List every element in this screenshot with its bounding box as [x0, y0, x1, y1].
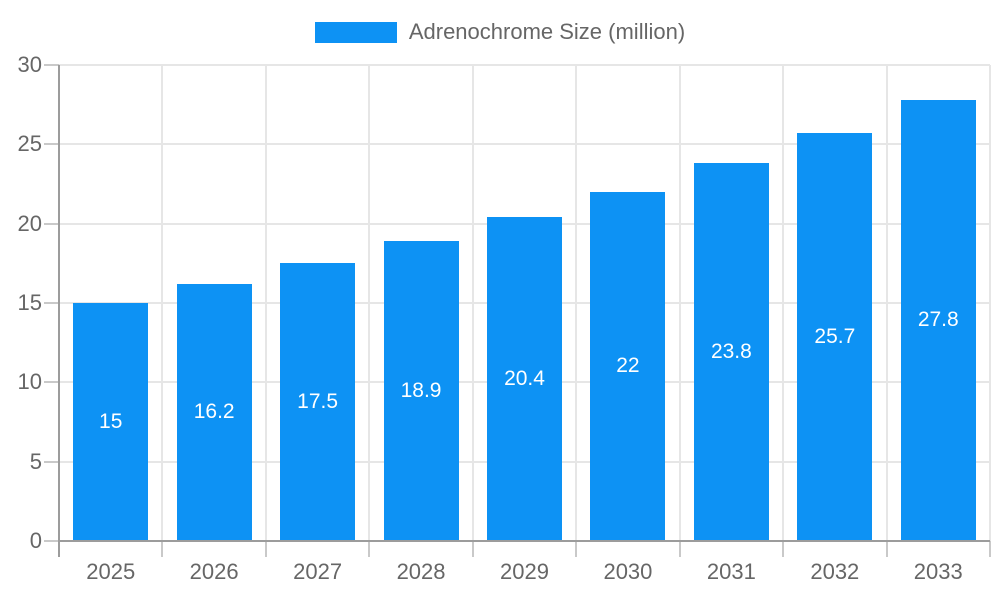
v-gridline [471, 65, 474, 541]
x-axis-tick [264, 541, 267, 557]
x-axis-label: 2028 [396, 559, 446, 584]
x-axis-tick [782, 541, 785, 557]
x-axis-label: 2026 [189, 559, 239, 584]
y-axis-label: 15 [17, 290, 42, 315]
h-gridline [59, 64, 990, 66]
v-gridline [782, 65, 785, 541]
x-axis-label: 2027 [293, 559, 343, 584]
x-axis-label: 2031 [706, 559, 756, 584]
y-axis-tick [44, 460, 59, 463]
x-axis-tick [575, 541, 578, 557]
bar-2027[interactable] [280, 263, 356, 540]
x-axis-label: 2025 [86, 559, 136, 584]
x-axis-tick [885, 541, 888, 557]
x-axis-label: 2030 [603, 559, 653, 584]
bar-2030[interactable] [590, 191, 666, 540]
legend-label: Adrenochrome Size (million) [408, 19, 686, 44]
v-gridline [678, 65, 681, 541]
y-axis-label: 20 [17, 210, 42, 236]
y-axis-label: 25 [17, 131, 42, 157]
v-gridline [368, 65, 371, 541]
y-axis-label: 0 [29, 528, 42, 553]
bar-2026[interactable] [176, 283, 252, 540]
x-axis-tick [368, 541, 371, 557]
y-axis-label: 5 [29, 448, 42, 474]
bar-2025[interactable] [73, 303, 149, 540]
y-axis-label: 10 [17, 369, 42, 395]
x-axis-label: 2033 [913, 559, 963, 584]
y-axis-tick [44, 540, 59, 542]
x-axis-tick [678, 541, 681, 557]
bar-2031[interactable] [693, 163, 769, 540]
h-gridline [59, 143, 990, 146]
bar-2029[interactable] [487, 217, 562, 540]
legend-swatch [314, 21, 397, 43]
y-axis-label: 30 [17, 52, 42, 77]
bar-2032[interactable] [797, 133, 873, 540]
x-axis-tick [989, 541, 991, 557]
v-gridline [161, 65, 164, 541]
x-axis-label: 2029 [500, 559, 549, 584]
x-axis-label: 2032 [810, 559, 860, 584]
legend-item[interactable]: Adrenochrome Size (million) [0, 17, 1000, 47]
y-axis-tick [44, 143, 59, 146]
y-axis-line [58, 65, 60, 557]
y-axis-tick [44, 222, 59, 225]
v-gridline [989, 65, 991, 541]
y-axis-tick [44, 302, 59, 304]
bar-2033[interactable] [900, 99, 976, 540]
v-gridline [575, 65, 578, 541]
bar-2028[interactable] [383, 241, 459, 540]
x-axis-tick [471, 541, 474, 557]
y-axis-tick [44, 381, 59, 384]
v-gridline [264, 65, 267, 541]
y-axis-tick [44, 64, 59, 66]
v-gridline [885, 65, 888, 541]
x-axis-tick [161, 541, 164, 557]
x-axis-line [59, 540, 990, 542]
